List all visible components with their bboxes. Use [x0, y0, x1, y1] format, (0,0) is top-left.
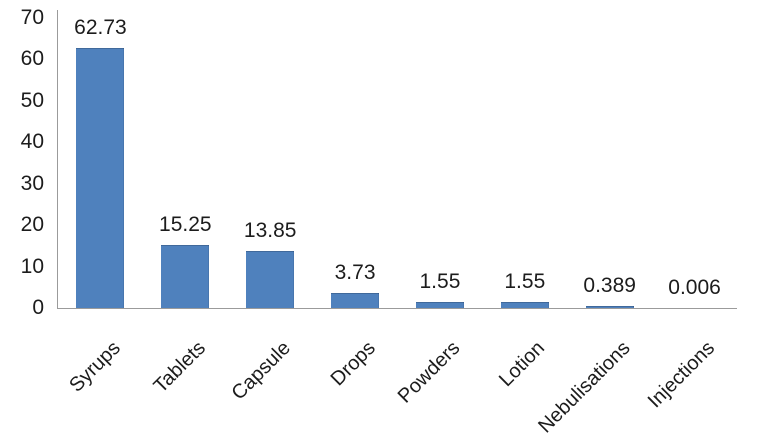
y-axis-tick-label: 60 — [20, 47, 44, 71]
x-axis-category-label: Capsule — [227, 337, 295, 405]
bar-value-label: 15.25 — [159, 212, 212, 236]
y-axis-tick-label: 50 — [20, 88, 44, 112]
x-axis-line — [57, 308, 737, 309]
x-axis-category-label: Syrups — [65, 337, 125, 397]
bar-value-label: 3.73 — [334, 260, 376, 284]
x-axis-category-label: Injections — [643, 337, 720, 413]
bar-nebulisations — [585, 306, 634, 308]
y-axis-tick-label: 0 — [32, 296, 44, 319]
y-axis-tick-label: 30 — [20, 171, 44, 195]
y-axis-tick-label: 70 — [20, 6, 44, 29]
x-axis-category-label: Tablets — [149, 337, 210, 398]
bar-capsule — [246, 250, 295, 308]
x-axis-category-label: Lotion — [495, 337, 550, 392]
bar-powders — [415, 301, 464, 308]
y-axis-line — [57, 10, 58, 308]
bar-value-label: 0.389 — [583, 274, 636, 298]
y-axis-tick-label: 40 — [20, 130, 44, 154]
x-axis-category-label: Powders — [393, 337, 465, 408]
bar-value-label: 1.55 — [504, 269, 546, 293]
bar-lotion — [500, 301, 549, 308]
bar-tablets — [161, 244, 210, 308]
y-axis-tick-label: 10 — [20, 254, 44, 278]
x-axis-category-label: Drops — [326, 337, 380, 391]
bar-syrups — [76, 48, 125, 308]
bar-value-label: 1.55 — [419, 269, 461, 293]
bar-value-label: 62.73 — [74, 16, 127, 40]
y-axis-tick-label: 20 — [20, 213, 44, 237]
bar-value-label: 13.85 — [243, 218, 297, 242]
bar-drops — [331, 292, 380, 308]
bar-value-label: 0.006 — [668, 275, 721, 299]
